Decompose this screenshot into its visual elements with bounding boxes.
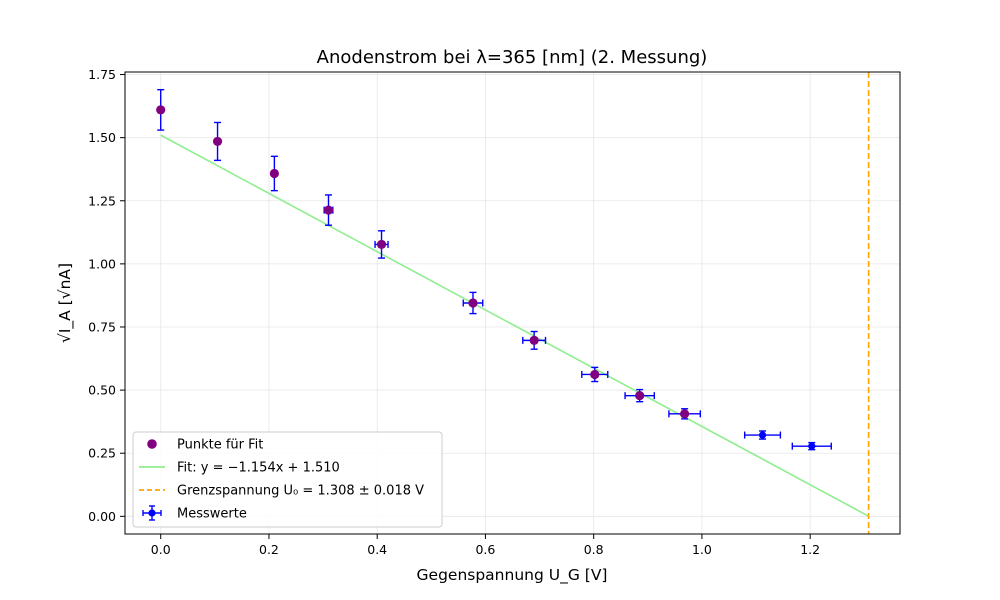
fit-point [212, 136, 223, 147]
legend-label: Messwerte [177, 507, 247, 522]
y-tick-label: 0.75 [88, 319, 116, 334]
legend-entry: Grenzspannung U₀ = 1.308 ± 0.018 V [139, 484, 424, 499]
legend-entry: Punkte für Fit [147, 438, 263, 453]
fit-line [160, 134, 869, 517]
legend-marker-scatter [147, 439, 157, 449]
legend-label: Grenzspannung U₀ = 1.308 ± 0.018 V [177, 484, 424, 499]
legend-entry: Messwerte [142, 505, 247, 522]
x-tick-label: 0.2 [259, 542, 279, 557]
y-axis-label: √I_A [√nA] [56, 263, 75, 343]
x-tick-label: 1.2 [800, 542, 820, 557]
fit-point [529, 335, 539, 345]
x-tick-label: 0.6 [475, 542, 495, 557]
x-axis-label: Gegenspannung U_G [V] [417, 566, 608, 585]
x-tick-label: 0.4 [367, 542, 387, 557]
axes-frame [124, 71, 901, 535]
legend-label: Punkte für Fit [177, 438, 263, 453]
fit-point [156, 105, 166, 115]
legend-label: Fit: y = −1.154x + 1.510 [177, 461, 340, 476]
y-tick-label: 1.50 [88, 130, 116, 145]
legend-entry: Fit: y = −1.154x + 1.510 [139, 461, 340, 476]
fit-point [635, 391, 645, 401]
fit-point [680, 409, 690, 419]
messwert-marker [758, 431, 767, 439]
y-tick-label: 0.00 [88, 509, 116, 524]
messwert-marker [808, 442, 816, 450]
x-tick-label: 0.8 [584, 542, 604, 557]
errorbar-point [743, 430, 782, 440]
plot-area [156, 72, 870, 534]
y-tick-label: 1.25 [88, 193, 116, 208]
fit-point [269, 168, 279, 179]
fit-point [590, 369, 600, 380]
chart-title: Anodenstrom bei λ=365 [nm] (2. Messung) [317, 47, 708, 68]
y-tick-label: 0.25 [88, 446, 116, 461]
y-axis: 0.00 0.25 0.50 0.75 1.00 1.25 1.50 1.75 [88, 67, 125, 524]
y-tick-label: 1.75 [88, 67, 116, 82]
fit-point [376, 239, 387, 250]
fit-point [323, 205, 334, 215]
fit-point [468, 298, 478, 308]
y-tick-label: 1.00 [88, 256, 116, 271]
x-axis: 0.0 0.2 0.4 0.6 0.8 1.0 1.2 [151, 534, 820, 557]
y-tick-label: 0.50 [88, 383, 116, 398]
errorbar-point [791, 441, 832, 451]
x-tick-label: 0.0 [151, 542, 171, 557]
legend-box [132, 431, 443, 528]
x-tick-label: 1.0 [692, 542, 712, 557]
legend: Punkte für Fit Fit: y = −1.154x + 1.510 Gr… [132, 431, 443, 528]
legend-marker-errorbar [148, 509, 156, 517]
